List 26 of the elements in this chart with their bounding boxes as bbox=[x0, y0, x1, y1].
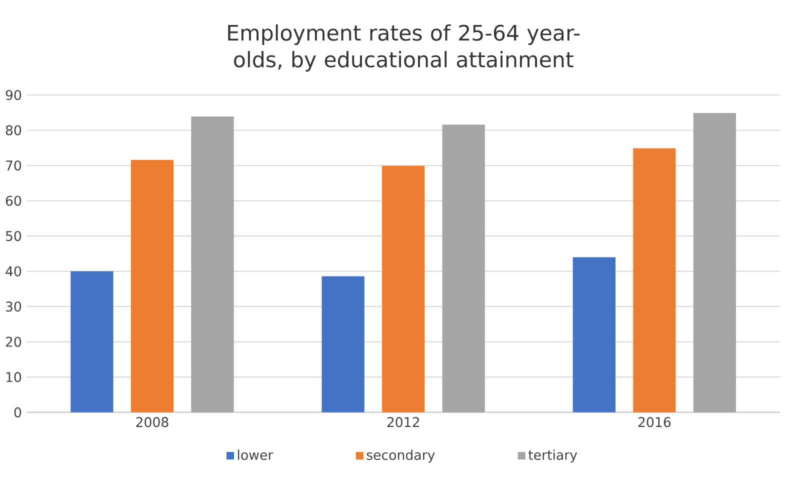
legend-label: lower bbox=[238, 450, 274, 460]
bar bbox=[382, 166, 425, 412]
y-tick-label: 10 bbox=[6, 372, 22, 382]
x-tick-label: 2008 bbox=[136, 417, 168, 428]
y-tick-label: 40 bbox=[6, 266, 22, 276]
bar bbox=[191, 116, 234, 412]
bar bbox=[322, 276, 364, 412]
bar bbox=[442, 124, 485, 412]
bar bbox=[70, 271, 114, 412]
bar bbox=[633, 148, 676, 412]
y-tick-label: 0 bbox=[14, 407, 22, 418]
y-tick-label: 30 bbox=[6, 302, 22, 312]
x-tick-label: 2016 bbox=[638, 417, 671, 428]
bar bbox=[693, 112, 736, 412]
legend-label: tertiary bbox=[528, 450, 578, 463]
y-tick-label: 90 bbox=[6, 90, 22, 100]
y-tick-label: 20 bbox=[6, 336, 22, 347]
bar bbox=[130, 160, 174, 412]
y-tick-label: 60 bbox=[6, 196, 22, 206]
chart-title: Employment rates of 25-64 year-olds, by educational attainment bbox=[228, 24, 580, 72]
y-tick-label: 50 bbox=[6, 230, 22, 242]
x-tick-label: 2012 bbox=[387, 417, 419, 428]
y-tick-label: 80 bbox=[6, 125, 22, 136]
legend-label: secondary bbox=[366, 450, 435, 463]
y-tick-label: 70 bbox=[6, 160, 22, 171]
bar bbox=[572, 257, 616, 412]
